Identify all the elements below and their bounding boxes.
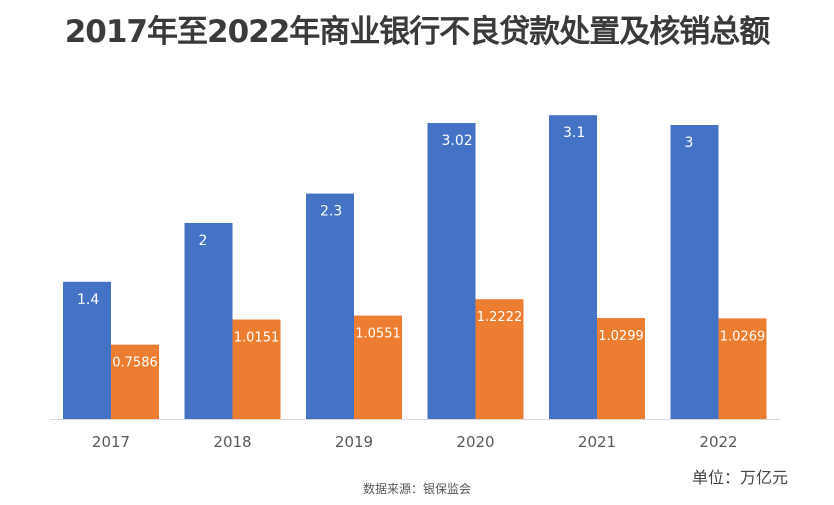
- bar-orange-2017: [111, 344, 159, 419]
- bar-orange-2021: [597, 318, 645, 419]
- unit-label: 单位：万亿元: [691, 468, 788, 487]
- data-label-blue-2021: 3.1: [563, 125, 585, 141]
- bar-orange-2018: [232, 319, 281, 419]
- bar-orange-2020: [475, 299, 524, 419]
- x-tick-label-2019: 2019: [335, 433, 373, 451]
- bar-blue-2018: [184, 223, 233, 419]
- x-tick-label-2018: 2018: [213, 433, 251, 451]
- source-note: 数据来源：银保监会: [362, 482, 471, 496]
- chart-title: 2017年至2022年商业银行不良贷款处置及核销总额: [64, 14, 771, 50]
- data-label-orange-2020: 1.2222: [477, 310, 523, 325]
- data-label-orange-2021: 1.0299: [598, 329, 644, 344]
- data-label-orange-2018: 1.0151: [234, 331, 280, 346]
- data-label-orange-2019: 1.0551: [355, 327, 401, 342]
- x-tick-label-2017: 2017: [92, 433, 130, 451]
- bar-blue-2020: [427, 123, 476, 419]
- x-tick-label-2020: 2020: [456, 433, 494, 451]
- data-label-orange-2022: 1.0269: [720, 329, 766, 344]
- data-label-blue-2019: 2.3: [320, 204, 342, 220]
- data-label-blue-2020: 3.02: [442, 133, 473, 149]
- bar-blue-2022: [670, 125, 719, 419]
- data-label-blue-2017: 1.4: [77, 292, 99, 308]
- data-label-blue-2018: 2: [199, 233, 208, 249]
- data-label-blue-2022: 3: [685, 135, 694, 151]
- x-tick-label-2022: 2022: [699, 433, 737, 451]
- bar-orange-2022: [718, 318, 767, 419]
- data-label-orange-2017: 0.7586: [112, 356, 158, 371]
- bar-orange-2019: [354, 315, 402, 419]
- x-tick-label-2021: 2021: [578, 433, 616, 451]
- bar-blue-2019: [306, 193, 354, 419]
- bar-blue-2021: [549, 115, 597, 419]
- bar-blue-2017: [63, 281, 111, 419]
